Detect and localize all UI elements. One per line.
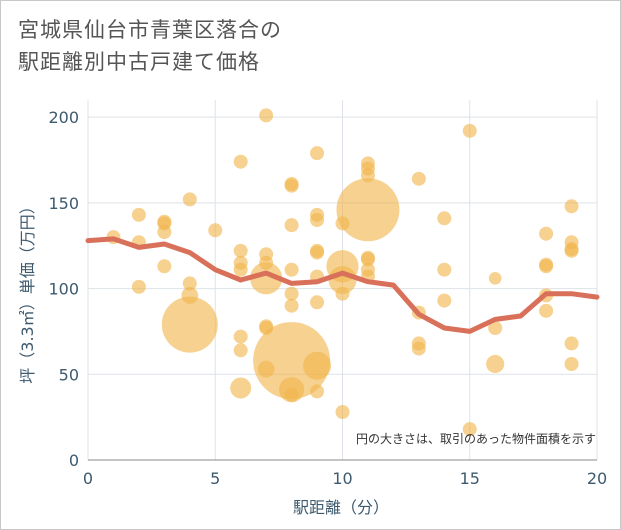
data-point (336, 178, 400, 242)
data-point (564, 336, 579, 351)
data-point (182, 276, 197, 291)
chart-title-line1: 宮城県仙台市青葉区落合の (18, 18, 282, 42)
y-tick-label: 150 (48, 194, 79, 213)
trend-layer (85, 236, 600, 334)
data-point (539, 303, 554, 318)
x-axis-label: 駅距離（分） (293, 498, 389, 517)
data-point (230, 377, 252, 399)
data-point (233, 154, 248, 169)
data-point (310, 245, 325, 260)
bubble-size-note: 円の大きさは、取引のあった物件面積を示す (356, 431, 596, 446)
data-point (411, 341, 426, 356)
data-point (250, 262, 283, 295)
data-point (259, 108, 274, 123)
x-tick-label: 10 (332, 469, 352, 488)
data-point (233, 262, 248, 277)
x-tick-label: 5 (210, 469, 220, 488)
data-point (310, 295, 325, 310)
data-point (284, 262, 299, 277)
data-point (335, 286, 350, 301)
chart-title: 宮城県仙台市青葉区落合の 駅距離別中古戸建て価格 (18, 14, 282, 78)
data-point (310, 213, 325, 227)
data-point (284, 178, 299, 193)
x-tick-label: 15 (460, 469, 480, 488)
data-point (131, 207, 146, 222)
data-point (161, 296, 218, 353)
data-point (564, 199, 579, 214)
data-point (233, 329, 248, 344)
y-tick-label: 0 (69, 451, 79, 470)
trend-line (85, 236, 600, 334)
data-point (233, 243, 248, 258)
data-point (131, 279, 146, 294)
data-point (253, 322, 331, 400)
data-point (310, 146, 325, 161)
data-point (310, 384, 325, 399)
data-point (157, 225, 172, 239)
data-point (411, 171, 426, 186)
data-point (486, 354, 505, 374)
data-point (284, 286, 299, 301)
data-point (284, 218, 299, 233)
data-point (157, 259, 172, 274)
y-tick-label: 100 (48, 280, 79, 299)
data-point (182, 192, 197, 207)
data-point (437, 211, 452, 226)
y-tick-label: 50 (59, 365, 79, 384)
data-point (208, 223, 223, 238)
data-point (488, 321, 503, 335)
data-point (437, 293, 452, 308)
data-point (284, 298, 299, 313)
data-point (539, 226, 554, 241)
data-point (564, 243, 579, 258)
data-point (335, 405, 350, 419)
y-axis-label: 坪（3.3㎡）単価（万円） (18, 198, 37, 383)
y-tick-label: 200 (48, 108, 79, 127)
data-point (233, 343, 248, 358)
x-tick-label: 0 (83, 469, 93, 488)
data-point (539, 259, 554, 274)
data-point (303, 351, 332, 380)
chart-title-line2: 駅距離別中古戸建て価格 (18, 50, 260, 74)
data-point (488, 271, 502, 285)
data-point (462, 123, 477, 138)
data-point (284, 387, 299, 402)
data-point (564, 357, 579, 371)
data-point (360, 252, 375, 267)
data-point (462, 422, 477, 437)
data-point (437, 262, 452, 277)
x-tick-label: 20 (587, 469, 607, 488)
